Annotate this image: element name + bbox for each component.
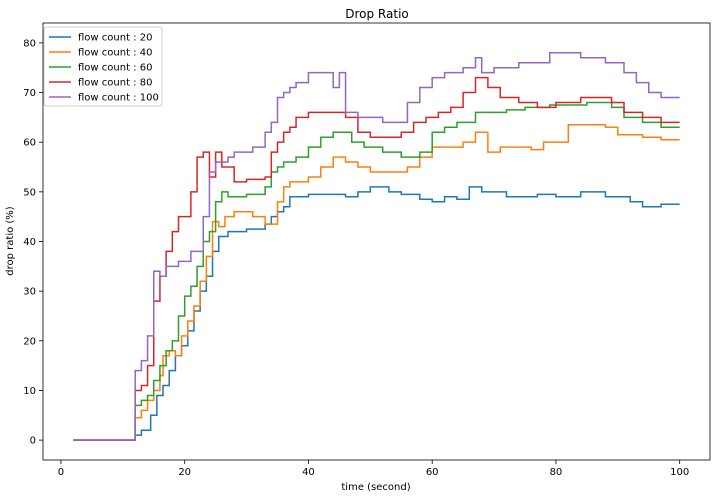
x-tick-label: 80 [550, 467, 563, 478]
x-axis: 0 20 40 60 80 100 [58, 460, 689, 478]
y-tick-label: 80 [23, 38, 36, 49]
chart-title: Drop Ratio [345, 7, 409, 21]
x-tick-label: 0 [58, 467, 64, 478]
x-tick-label: 40 [302, 467, 315, 478]
legend-label-5: flow count : 100 [78, 93, 159, 104]
y-tick-label: 10 [23, 386, 36, 397]
series-line-2 [73, 124, 680, 441]
y-axis: 0 10 20 30 40 50 60 70 80 [23, 38, 43, 447]
y-tick-label: 30 [23, 287, 36, 298]
legend-label-1: flow count : 20 [78, 33, 152, 44]
y-tick-label: 60 [23, 138, 36, 149]
legend-frame [43, 26, 163, 107]
legend-entries: flow count : 20 flow count : 40 flow count… [49, 33, 159, 104]
series-line-4 [73, 76, 680, 441]
y-axis-title: drop ratio (%) [5, 206, 16, 276]
legend-label-4: flow count : 80 [78, 78, 152, 89]
x-tick-label: 100 [670, 467, 689, 478]
y-tick-label: 40 [23, 237, 36, 248]
series-line-3 [73, 101, 680, 441]
y-tick-label: 20 [23, 336, 36, 347]
plot-area [42, 22, 711, 461]
legend: flow count : 20 flow count : 40 flow count… [43, 26, 163, 107]
y-tick-label: 50 [23, 187, 36, 198]
x-tick-label: 60 [426, 467, 439, 478]
series-line-5 [73, 52, 680, 441]
x-tick-label: 20 [178, 467, 191, 478]
legend-label-3: flow count : 60 [78, 63, 152, 74]
series-layer [73, 52, 680, 441]
series-line-1 [73, 186, 680, 441]
legend-label-2: flow count : 40 [78, 48, 152, 59]
y-tick-label: 70 [23, 88, 36, 99]
x-axis-title: time (second) [341, 482, 410, 493]
y-tick-label: 0 [30, 436, 36, 447]
